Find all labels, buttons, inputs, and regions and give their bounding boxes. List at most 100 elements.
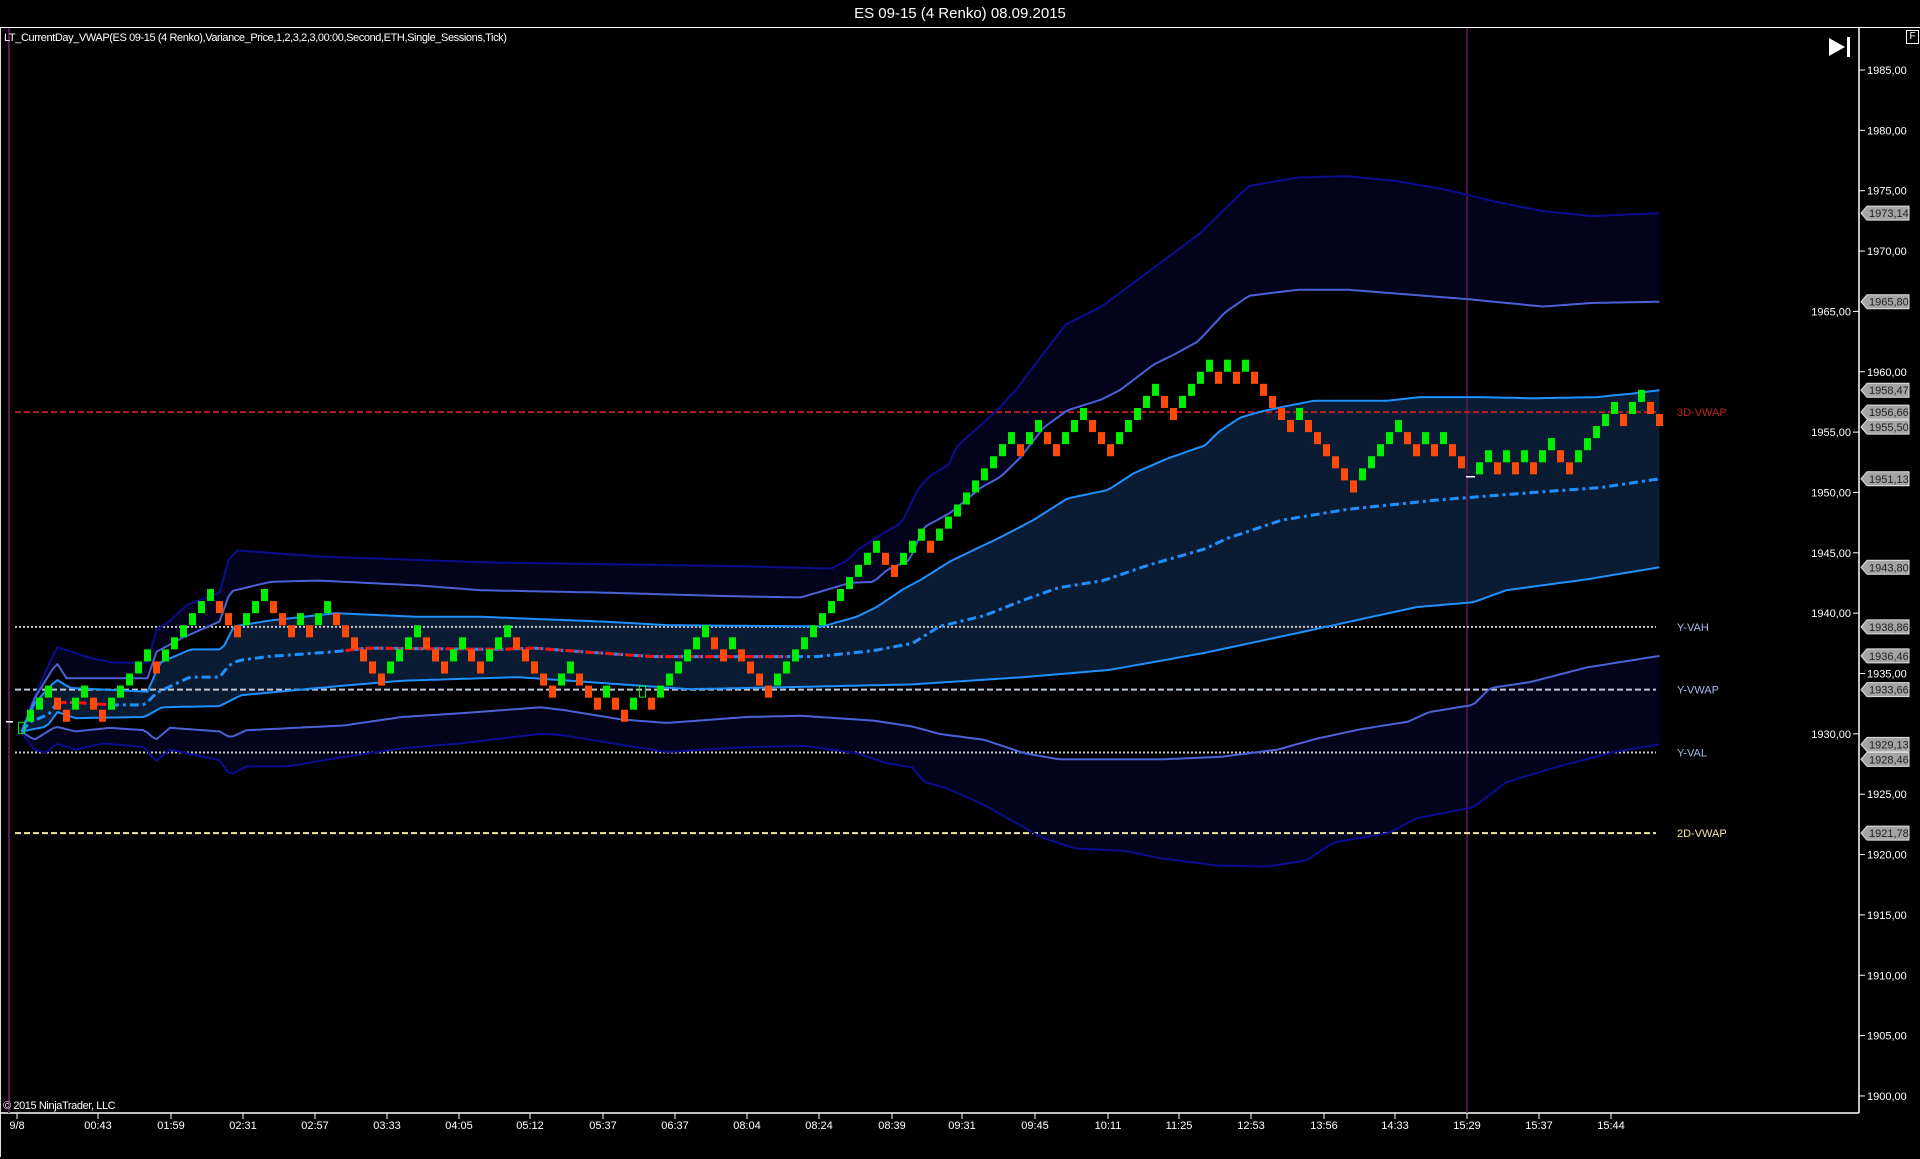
y-tick-label: 1930,00 — [1811, 729, 1851, 741]
price-tag — [1860, 751, 1910, 767]
renko-brick-down — [342, 625, 349, 638]
copyright-text: © 2015 NinjaTrader, LLC — [3, 1100, 116, 1112]
price-tag-label: 1951,13 — [1869, 474, 1909, 486]
renko-brick-down — [1305, 420, 1312, 433]
renko-brick-down — [1656, 413, 1663, 427]
price-tag — [1860, 294, 1910, 310]
renko-brick-up — [1152, 383, 1159, 396]
renko-brick-down — [270, 601, 277, 614]
renko-brick-down — [891, 564, 898, 577]
y-tick-label: 1920,00 — [1867, 850, 1907, 862]
renko-brick-up — [1071, 420, 1078, 433]
x-tick-label: 09:31 — [948, 1120, 976, 1132]
renko-brick-down — [225, 613, 232, 626]
x-tick-label: 08:24 — [805, 1120, 833, 1132]
renko-brick-down — [1566, 462, 1573, 475]
upper-band-3-line — [20, 175, 1660, 732]
renko-brick-down — [1260, 383, 1267, 396]
x-tick-label: 04:05 — [445, 1120, 473, 1132]
renko-brick-up — [900, 552, 907, 565]
renko-brick-down — [333, 613, 340, 626]
y-tick-label: 1970,00 — [1867, 246, 1907, 258]
lower-band-3-line — [20, 732, 1660, 868]
renko-brick-down — [720, 649, 727, 662]
level-label-2d-vwap: 2D-VWAP — [1677, 828, 1727, 840]
renko-brick-up — [981, 468, 988, 481]
renko-brick-up — [1206, 359, 1213, 372]
renko-brick-down — [576, 673, 583, 686]
y-tick-label: 1975,00 — [1867, 186, 1907, 198]
renko-brick-up — [630, 697, 637, 710]
renko-brick-up — [1593, 426, 1600, 439]
renko-brick-down — [1620, 413, 1627, 427]
renko-brick-up — [396, 649, 403, 662]
x-tick-label: 9/8 — [9, 1120, 24, 1132]
renko-brick-up — [792, 649, 799, 662]
x-tick-label: 15:44 — [1597, 1120, 1625, 1132]
x-tick-label: 10:11 — [1095, 1120, 1122, 1132]
y-tick-label: 1910,00 — [1867, 970, 1907, 982]
price-tag-label: 1958,47 — [1869, 385, 1909, 397]
renko-brick-down — [1494, 462, 1501, 475]
renko-brick-up — [558, 673, 565, 686]
renko-brick-down — [234, 625, 241, 638]
skip-to-end-icon — [1829, 37, 1850, 57]
x-tick-label: 02:57 — [301, 1120, 329, 1132]
renko-brick-down — [468, 649, 475, 662]
renko-brick-down — [747, 661, 754, 674]
renko-brick-up — [1368, 456, 1375, 469]
fix-scale-button[interactable]: F — [1906, 30, 1919, 44]
renko-brick-down — [441, 661, 448, 674]
renko-brick-down — [1404, 432, 1411, 445]
y-tick-label: 1950,00 — [1811, 487, 1851, 499]
renko-brick-up — [1125, 420, 1132, 433]
renko-brick-down — [351, 637, 358, 650]
renko-brick-down — [765, 685, 772, 698]
price-tag — [1860, 559, 1910, 575]
renko-brick-up — [801, 637, 808, 650]
renko-brick-up — [873, 540, 880, 553]
lower-band-1-line — [21, 566, 1660, 733]
renko-brick-up — [684, 649, 691, 662]
renko-brick-down — [1251, 371, 1258, 384]
renko-brick-up — [81, 685, 88, 698]
x-tick-label: 14:33 — [1381, 1120, 1409, 1132]
renko-brick-up — [189, 613, 196, 626]
renko-brick-up — [990, 456, 997, 469]
renko-brick-up — [1188, 383, 1195, 396]
price-tag — [1860, 205, 1910, 221]
renko-brick-down — [1332, 456, 1339, 469]
price-tag-label: 1933,66 — [1869, 685, 1909, 697]
renko-brick-up — [36, 697, 43, 710]
renko-brick-up — [1602, 413, 1609, 427]
x-tick-label: 03:33 — [373, 1120, 401, 1132]
renko-brick-up — [252, 601, 259, 614]
renko-brick-down — [738, 649, 745, 662]
x-tick-label: 08:04 — [733, 1120, 761, 1132]
y-tick-label: 1905,00 — [1867, 1031, 1907, 1043]
renko-brick-down — [99, 709, 106, 722]
x-tick-label: 08:39 — [878, 1120, 906, 1132]
renko-brick-down — [882, 552, 889, 565]
renko-brick-down — [1647, 401, 1654, 414]
price-tag-label: 1943,80 — [1869, 562, 1909, 574]
renko-brick-up — [1521, 450, 1528, 463]
price-tag — [1860, 825, 1910, 841]
renko-brick-up — [450, 649, 457, 662]
renko-brick-up — [387, 661, 394, 674]
renko-brick-up — [999, 444, 1006, 457]
renko-brick-up — [828, 601, 835, 614]
y-tick-label: 1915,00 — [1867, 910, 1907, 922]
renko-brick-down — [1233, 371, 1240, 384]
renko-brick-down — [540, 673, 547, 686]
renko-brick-up — [27, 709, 34, 722]
vwap-line — [20, 477, 1660, 733]
renko-brick-up — [45, 685, 52, 698]
renko-brick-down — [1413, 444, 1420, 457]
renko-brick-down — [279, 613, 286, 626]
scroll-to-end-button[interactable] — [1828, 36, 1852, 58]
renko-brick-up — [405, 637, 412, 650]
price-tag-label: 1929,13 — [1869, 739, 1909, 751]
renko-brick-up — [1377, 444, 1384, 457]
